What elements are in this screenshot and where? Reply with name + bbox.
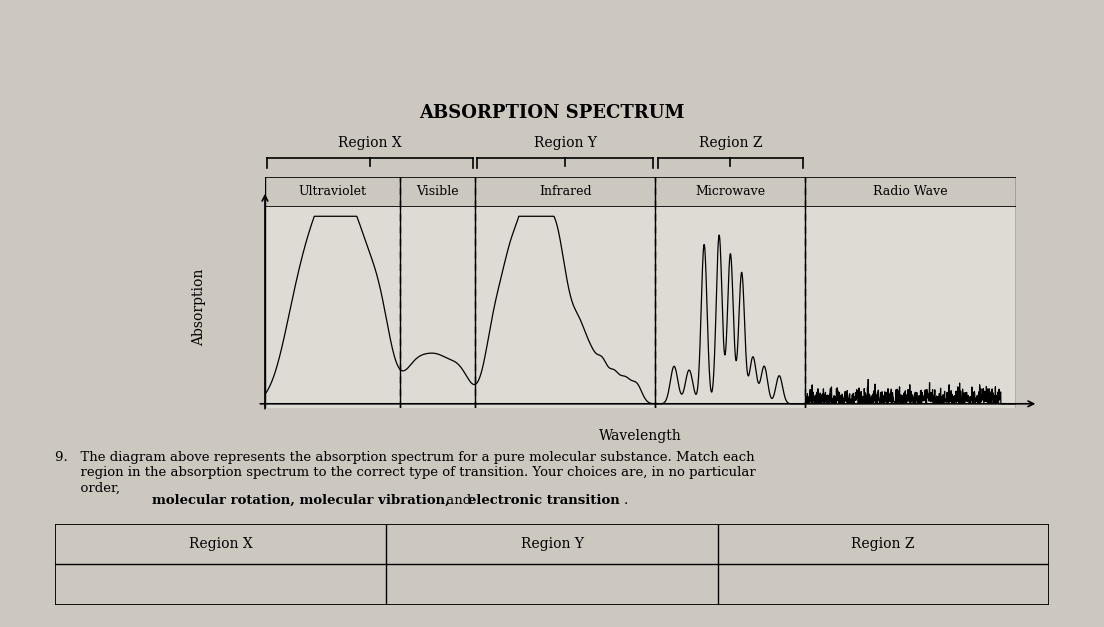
Text: Microwave: Microwave: [696, 186, 765, 198]
Text: Region Y: Region Y: [520, 537, 584, 551]
Text: electronic transition: electronic transition: [468, 494, 619, 507]
Text: Region Z: Region Z: [851, 537, 915, 551]
Text: ABSORPTION SPECTRUM: ABSORPTION SPECTRUM: [420, 103, 684, 122]
Text: Ultraviolet: Ultraviolet: [298, 186, 367, 198]
Text: 9.   The diagram above represents the absorption spectrum for a pure molecular s: 9. The diagram above represents the abso…: [55, 451, 756, 495]
Text: Radio Wave: Radio Wave: [873, 186, 948, 198]
Text: Absorption: Absorption: [192, 268, 205, 346]
Text: and: and: [442, 494, 475, 507]
Text: Region X: Region X: [338, 137, 402, 150]
Text: Wavelength: Wavelength: [599, 429, 681, 443]
Text: Region Z: Region Z: [699, 137, 762, 150]
Text: Visible: Visible: [416, 186, 459, 198]
Text: .: .: [624, 494, 628, 507]
Text: Region X: Region X: [189, 537, 253, 551]
Text: molecular rotation, molecular vibration,: molecular rotation, molecular vibration,: [152, 494, 450, 507]
Text: Region Y: Region Y: [533, 137, 597, 150]
Text: Infrared: Infrared: [539, 186, 592, 198]
